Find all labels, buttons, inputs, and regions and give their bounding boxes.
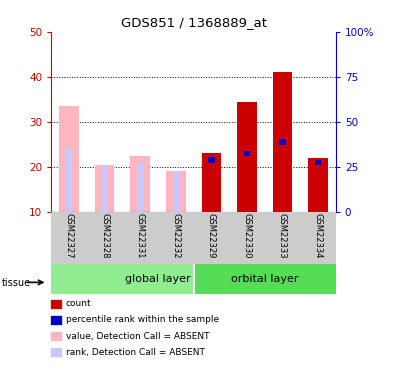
Bar	[265, 212, 300, 264]
Bar	[87, 212, 122, 264]
Text: GSM22328: GSM22328	[100, 213, 109, 259]
Text: value, Detection Call = ABSENT: value, Detection Call = ABSENT	[66, 332, 209, 340]
Bar	[66, 147, 72, 212]
Bar	[102, 165, 108, 212]
Text: GSM22327: GSM22327	[65, 213, 73, 259]
Text: percentile rank within the sample: percentile rank within the sample	[66, 315, 219, 324]
Bar	[279, 140, 286, 145]
Text: GSM22333: GSM22333	[278, 213, 287, 259]
Text: GSM22330: GSM22330	[243, 213, 251, 259]
Text: GSM22331: GSM22331	[136, 213, 145, 259]
Bar	[308, 158, 328, 212]
Bar	[166, 171, 186, 212]
Bar	[300, 212, 336, 264]
Bar	[194, 212, 229, 264]
Bar	[273, 72, 292, 212]
Bar	[315, 160, 321, 165]
Bar	[51, 264, 194, 294]
Title: GDS851 / 1368889_at: GDS851 / 1368889_at	[120, 16, 267, 29]
Bar	[59, 106, 79, 212]
Bar	[130, 156, 150, 212]
Text: GSM22332: GSM22332	[171, 213, 180, 259]
Text: count: count	[66, 299, 92, 308]
Bar	[95, 165, 115, 212]
Bar	[194, 264, 336, 294]
Bar	[137, 163, 143, 212]
Text: global layer: global layer	[125, 274, 191, 284]
Text: GSM22334: GSM22334	[314, 213, 322, 259]
Bar	[244, 151, 250, 156]
Bar	[208, 158, 214, 163]
Bar	[122, 212, 158, 264]
Bar	[158, 212, 194, 264]
Bar	[51, 212, 87, 264]
Bar	[237, 102, 257, 212]
Text: orbital layer: orbital layer	[231, 274, 298, 284]
Text: rank, Detection Call = ABSENT: rank, Detection Call = ABSENT	[66, 348, 205, 357]
Text: GSM22329: GSM22329	[207, 213, 216, 259]
Bar	[201, 153, 221, 212]
Text: tissue: tissue	[2, 278, 31, 288]
Bar	[173, 171, 179, 212]
Bar	[229, 212, 265, 264]
